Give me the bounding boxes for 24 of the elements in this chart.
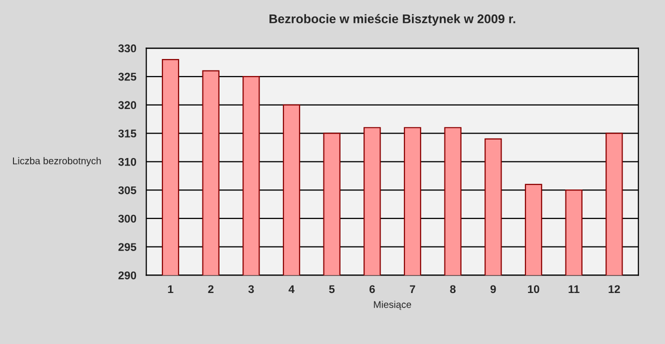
y-tick-label: 320 xyxy=(118,101,136,110)
chart-title: Bezrobocie w mieście Bisztynek w 2009 r. xyxy=(270,14,516,26)
x-tick-label: 10 xyxy=(528,285,540,294)
x-tick-label: 6 xyxy=(370,285,375,294)
y-tick-label: 305 xyxy=(118,186,136,194)
y-tick-label: 300 xyxy=(118,214,136,223)
x-tick-label: 11 xyxy=(568,285,580,293)
y-tick-label: 330 xyxy=(118,44,136,52)
x-tick-label: 7 xyxy=(410,285,416,293)
x-tick-label: 2 xyxy=(208,285,214,293)
x-axis-title: Miesiące xyxy=(374,300,412,310)
y-tick-label: 295 xyxy=(118,243,136,251)
y-tick-label: 325 xyxy=(118,72,136,81)
y-tick-label: 315 xyxy=(118,130,136,138)
x-tick-label: 9 xyxy=(490,285,496,294)
y-tick-label: 290 xyxy=(118,271,136,280)
x-tick-label: 5 xyxy=(329,285,335,294)
x-tick-label: 12 xyxy=(608,285,620,293)
x-tick-label: 4 xyxy=(288,285,295,293)
y-tick-label: 310 xyxy=(118,158,136,166)
x-tick-label: 1 xyxy=(168,285,174,293)
x-tick-label: 3 xyxy=(248,285,254,294)
y-axis-title: Liczba bezrobotnych xyxy=(13,157,101,166)
x-tick-label: 8 xyxy=(450,285,456,294)
